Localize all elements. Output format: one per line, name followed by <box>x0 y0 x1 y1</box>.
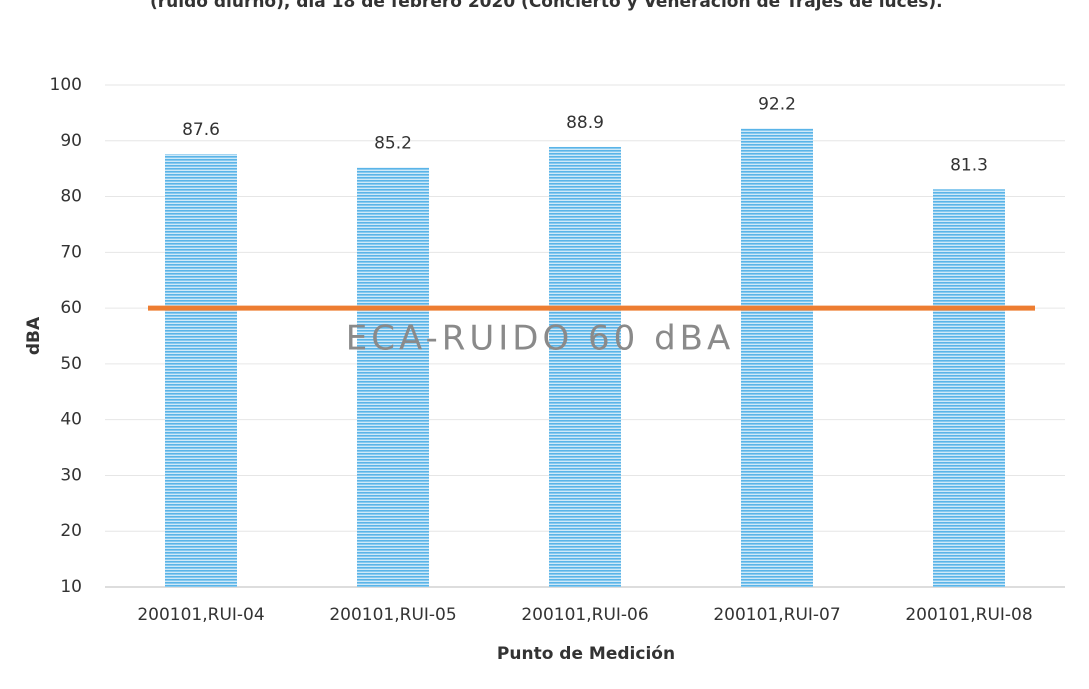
bar <box>933 189 1005 587</box>
value-label: 92.2 <box>758 95 796 115</box>
bar <box>357 167 429 587</box>
y-tick-label: 80 <box>60 187 82 207</box>
x-tick-label: 200101,RUI-06 <box>521 605 648 625</box>
y-tick-label: 50 <box>60 354 82 374</box>
x-tick-label: 200101,RUI-05 <box>329 605 456 625</box>
y-tick-label: 30 <box>60 465 82 485</box>
y-tick-label: 60 <box>60 298 82 318</box>
y-tick-label: 100 <box>50 75 82 95</box>
value-label: 85.2 <box>374 134 412 154</box>
y-tick-label: 40 <box>60 410 82 430</box>
value-label: 88.9 <box>566 113 604 133</box>
value-label: 81.3 <box>950 155 988 175</box>
bar <box>165 154 237 588</box>
bar <box>741 128 813 588</box>
y-tick-label: 20 <box>60 521 82 541</box>
x-tick-label: 200101,RUI-04 <box>137 605 264 625</box>
y-tick-label: 70 <box>60 242 82 262</box>
x-tick-label: 200101,RUI-07 <box>713 605 840 625</box>
chart-title: (ruido diurno), día 18 de febrero 2020 (… <box>150 0 943 12</box>
bar <box>549 146 621 587</box>
x-axis-label: Punto de Medición <box>497 644 675 664</box>
y-axis-label: dBA <box>24 316 44 355</box>
reference-label: ECA-RUIDO 60 dBA <box>346 319 735 359</box>
x-tick-label: 200101,RUI-08 <box>905 605 1032 625</box>
value-label: 87.6 <box>182 120 220 140</box>
y-tick-label: 10 <box>60 577 82 597</box>
y-tick-label: 90 <box>60 131 82 151</box>
